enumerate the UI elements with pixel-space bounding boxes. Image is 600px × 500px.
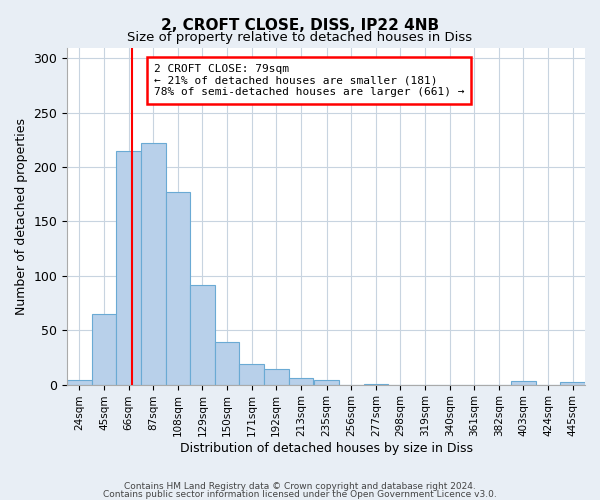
Bar (560, 382, 585, 384)
Bar (215, 342, 239, 384)
Bar (116, 151, 141, 384)
Text: 2, CROFT CLOSE, DISS, IP22 4NB: 2, CROFT CLOSE, DISS, IP22 4NB (161, 18, 439, 32)
Bar (92, 314, 116, 384)
Bar (239, 364, 264, 384)
Bar (190, 284, 215, 384)
Bar (511, 382, 536, 384)
Bar (314, 380, 339, 384)
Bar (264, 370, 289, 384)
Text: Size of property relative to detached houses in Diss: Size of property relative to detached ho… (127, 31, 473, 44)
Bar (289, 378, 313, 384)
Bar (141, 143, 166, 384)
Text: 2 CROFT CLOSE: 79sqm
← 21% of detached houses are smaller (181)
78% of semi-deta: 2 CROFT CLOSE: 79sqm ← 21% of detached h… (154, 64, 464, 97)
Bar (67, 380, 92, 384)
Bar (166, 192, 190, 384)
Text: Contains public sector information licensed under the Open Government Licence v3: Contains public sector information licen… (103, 490, 497, 499)
X-axis label: Distribution of detached houses by size in Diss: Distribution of detached houses by size … (179, 442, 473, 455)
Text: Contains HM Land Registry data © Crown copyright and database right 2024.: Contains HM Land Registry data © Crown c… (124, 482, 476, 491)
Y-axis label: Number of detached properties: Number of detached properties (15, 118, 28, 314)
